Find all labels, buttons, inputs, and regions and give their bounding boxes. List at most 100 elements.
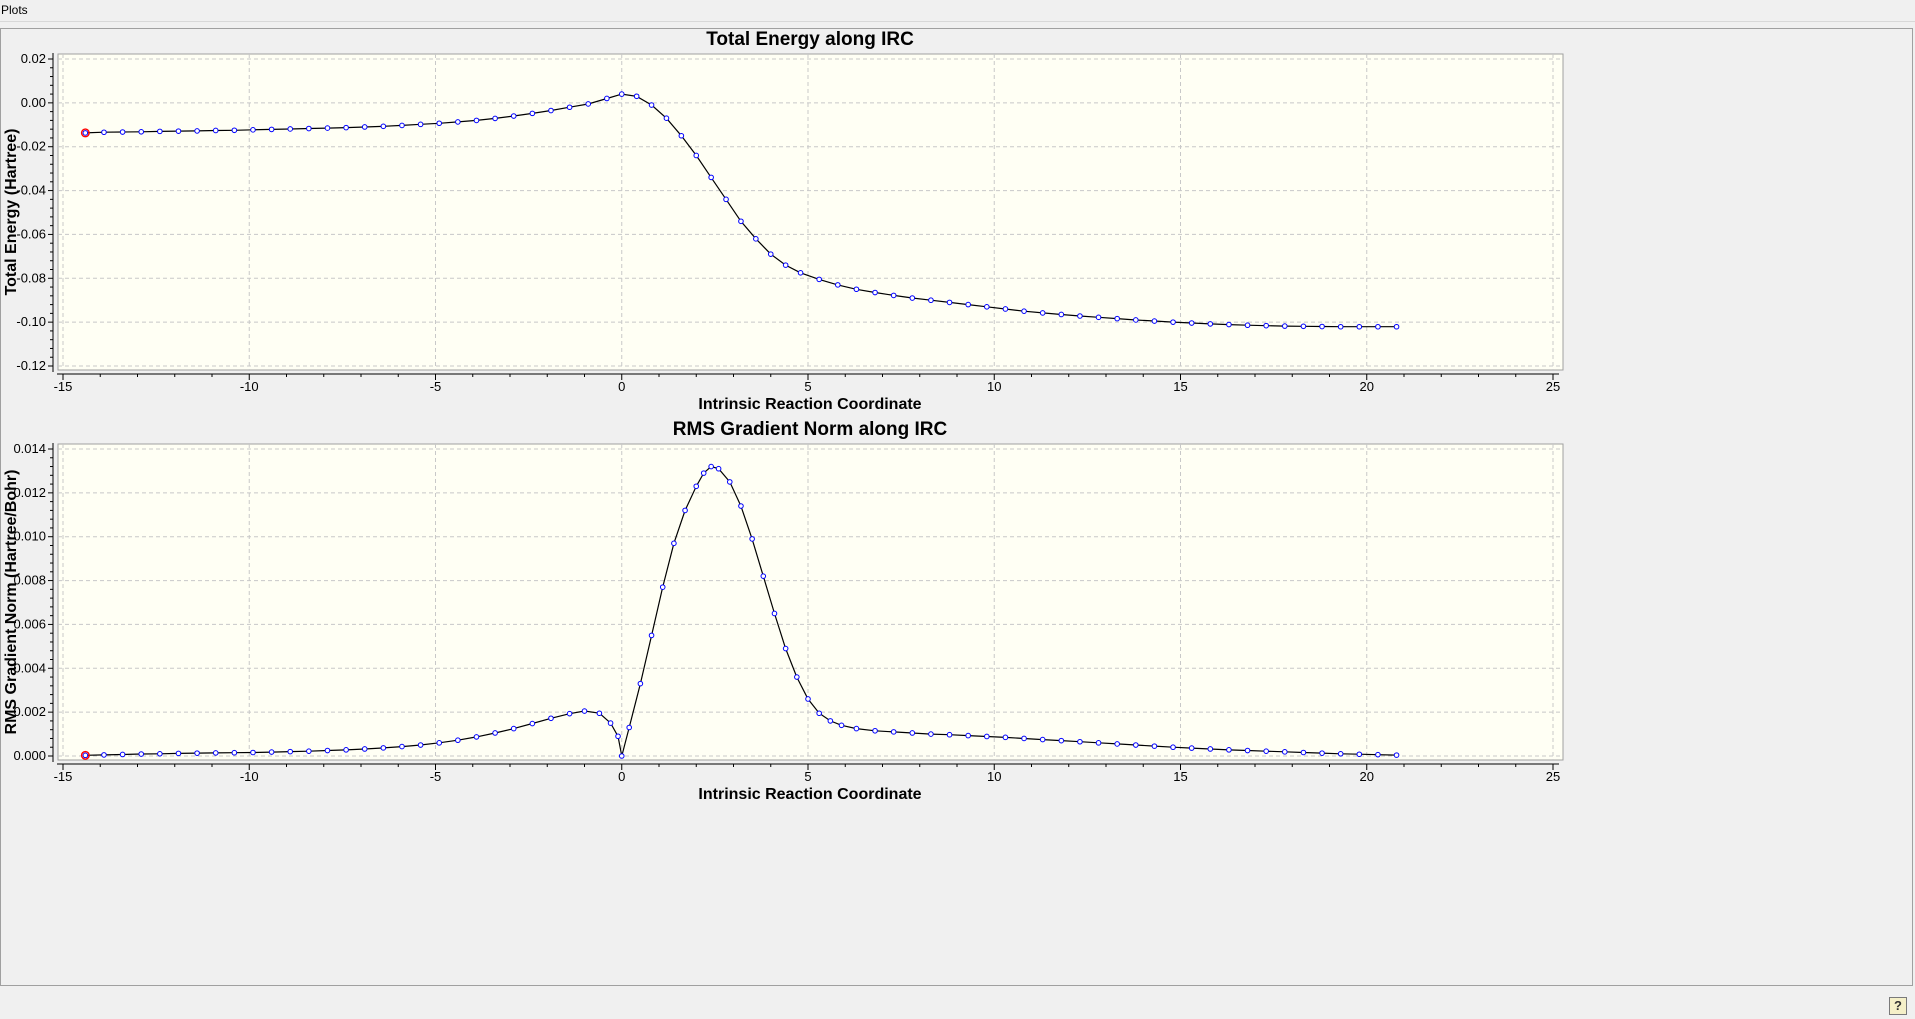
data-point xyxy=(212,127,219,134)
data-point xyxy=(1188,745,1195,751)
data-point xyxy=(1282,323,1288,329)
data-point xyxy=(1263,322,1269,329)
data-point xyxy=(1319,323,1325,330)
data-point xyxy=(946,731,953,738)
data-point xyxy=(607,720,614,726)
data-point xyxy=(492,115,498,122)
data-point xyxy=(1375,323,1381,330)
data-point xyxy=(380,745,387,751)
x-tick-label: -15 xyxy=(54,769,73,784)
data-point xyxy=(566,104,573,111)
data-point xyxy=(663,115,670,122)
data-point xyxy=(715,465,722,472)
data-point xyxy=(1337,751,1344,757)
window-titlebar: Plots xyxy=(0,0,1915,22)
data-point xyxy=(872,289,878,296)
data-point xyxy=(648,632,655,639)
x-tick-label: 10 xyxy=(987,769,1001,784)
y-tick-label: 0.006 xyxy=(13,616,46,631)
y-tick-label: 0.004 xyxy=(13,660,46,675)
y-tick-label: -0.08 xyxy=(16,270,46,285)
y-tick-label: 0.010 xyxy=(13,529,46,544)
data-point xyxy=(268,126,275,133)
data-point xyxy=(890,729,897,735)
data-point xyxy=(853,725,860,732)
data-point xyxy=(749,536,755,542)
data-point xyxy=(101,129,107,136)
data-point xyxy=(82,752,89,759)
data-point xyxy=(194,128,200,134)
x-tick-label: 25 xyxy=(1546,379,1560,394)
data-point xyxy=(324,125,331,131)
data-point xyxy=(618,753,625,759)
data-point xyxy=(835,282,841,288)
plots-canvas: Total Energy along IRC Intrinsic Reactio… xyxy=(3,29,1564,803)
data-point xyxy=(1114,741,1120,747)
data-point xyxy=(1393,752,1400,758)
data-point xyxy=(82,130,89,136)
data-point xyxy=(119,129,126,135)
data-point xyxy=(626,724,633,731)
data-point xyxy=(1300,323,1307,330)
data-point xyxy=(231,749,238,756)
data-point xyxy=(1077,313,1083,319)
data-point xyxy=(343,124,349,131)
data-point xyxy=(637,680,644,687)
data-point xyxy=(1002,734,1009,741)
data-point xyxy=(965,732,971,739)
data-point xyxy=(287,748,294,755)
y-tick-label: -0.04 xyxy=(16,183,46,198)
data-point xyxy=(805,696,811,702)
data-point xyxy=(1133,742,1139,748)
data-point xyxy=(175,128,182,134)
data-point xyxy=(361,746,368,752)
data-point xyxy=(946,299,953,306)
data-point xyxy=(771,610,778,617)
x-tick-label: -10 xyxy=(240,379,259,394)
data-point xyxy=(872,727,878,734)
data-point xyxy=(693,152,700,159)
x-tick-label: -15 xyxy=(54,379,73,394)
x-axis: -15 -10 -5 0 5 10 15 20 25 xyxy=(54,373,1560,394)
x-tick-label: 25 xyxy=(1546,769,1560,784)
y-tick-label: 0.008 xyxy=(13,573,46,588)
data-point xyxy=(101,752,107,758)
data-point xyxy=(212,750,219,756)
data-point xyxy=(585,101,592,107)
x-tick-label: 20 xyxy=(1360,769,1374,784)
data-point xyxy=(1188,320,1195,326)
data-point xyxy=(380,123,387,130)
data-point xyxy=(738,503,744,509)
data-point xyxy=(250,749,256,756)
data-point xyxy=(548,107,554,114)
data-point xyxy=(175,750,182,757)
data-point xyxy=(782,645,789,652)
data-point xyxy=(965,301,971,308)
data-point xyxy=(693,483,700,490)
data-point xyxy=(1039,310,1046,316)
data-point xyxy=(529,110,536,117)
status-bar: ? xyxy=(0,988,1915,1019)
data-point xyxy=(1356,323,1363,330)
data-point xyxy=(1226,747,1232,753)
data-point xyxy=(816,710,822,717)
x-axis: -15 -10 -5 0 5 10 15 20 25 xyxy=(54,763,1560,784)
grid xyxy=(58,54,1563,370)
data-point xyxy=(797,270,804,276)
grid xyxy=(58,444,1563,760)
x-tick-label: 20 xyxy=(1360,379,1374,394)
data-point xyxy=(417,742,424,748)
data-point xyxy=(984,733,990,740)
chart-rms-gradient: RMS Gradient Norm along IRC Intrinsic Re… xyxy=(3,419,1564,803)
data-point xyxy=(581,708,588,714)
help-icon[interactable]: ? xyxy=(1889,997,1907,1015)
data-point xyxy=(760,573,767,579)
data-point xyxy=(1337,323,1344,330)
data-point xyxy=(604,95,610,102)
data-point xyxy=(659,584,666,590)
data-point xyxy=(1151,318,1158,324)
data-point xyxy=(1375,751,1381,758)
window-title: Plots xyxy=(1,3,28,17)
data-point xyxy=(1095,740,1102,746)
data-point xyxy=(492,730,498,736)
